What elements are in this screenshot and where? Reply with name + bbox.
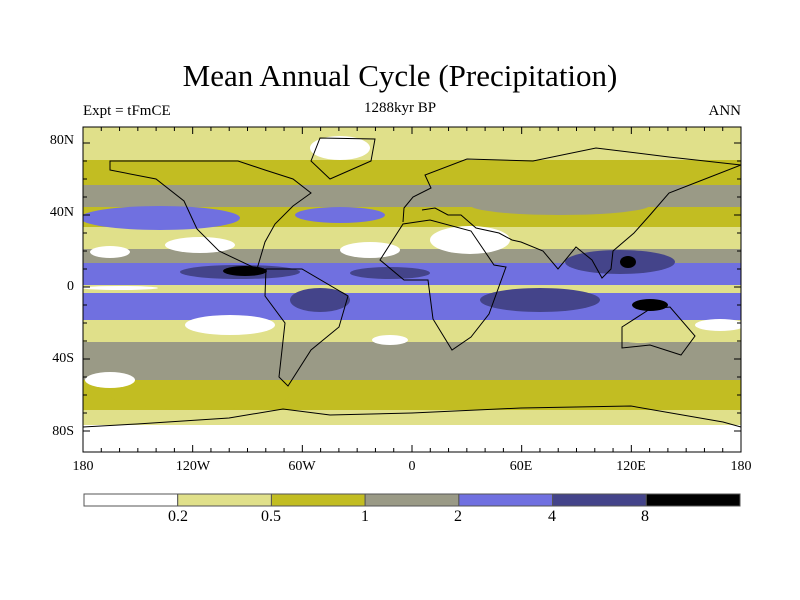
colorbar-box <box>645 493 741 507</box>
axis-ticks <box>82 127 742 452</box>
y-tick-label: 80S <box>52 424 74 439</box>
time-label: 1288kyr BP <box>363 100 437 116</box>
band-antarctic-coast <box>83 410 741 425</box>
blob-npacific <box>83 206 240 230</box>
coast-south-america <box>264 268 349 387</box>
band-subtropic-n <box>83 227 741 249</box>
blob-natlantic <box>295 207 385 223</box>
blob-sw-dry <box>85 372 135 388</box>
season-label: ANN <box>708 103 742 119</box>
blob-greenland <box>310 136 370 160</box>
colorbar-label: 0.2 <box>168 508 188 525</box>
x-tick-label: 0 <box>408 459 416 474</box>
band-spcz <box>83 293 741 320</box>
colorbar-box <box>458 493 554 507</box>
coastlines <box>83 137 741 428</box>
coast-north-america <box>109 160 312 270</box>
coast-australia <box>621 306 696 356</box>
blob-asia <box>470 195 650 215</box>
x-tick-label: 120E <box>616 459 646 474</box>
precip-field <box>83 127 741 452</box>
coast-africa <box>379 219 507 351</box>
coast-greenland <box>310 137 376 180</box>
blob-s-pacific <box>110 380 290 410</box>
colorbar-box <box>270 493 366 507</box>
x-tick-label: 180 <box>72 459 94 474</box>
coast-antarctica <box>83 405 741 428</box>
colorbar <box>83 493 741 507</box>
blob-s-atlantic <box>372 335 408 345</box>
blob-sw-pacific <box>695 319 741 331</box>
x-tick-label: 120W <box>175 459 211 474</box>
experiment-label: Expt = tFmCE <box>83 103 171 119</box>
blob-amazon <box>290 288 350 312</box>
x-tick-label: 60W <box>288 459 316 474</box>
blob-max-pacific <box>223 266 267 276</box>
y-tick-label: 40S <box>52 351 74 366</box>
colorbar-box <box>177 493 272 507</box>
colorbar-label: 0.5 <box>261 508 281 525</box>
y-tick-label: 80N <box>49 133 74 148</box>
plot-title: Mean Annual Cycle (Precipitation) <box>182 58 618 93</box>
blob-itcz-atlantic <box>350 267 430 279</box>
blob-indian-ocean <box>480 288 600 312</box>
blob-sepacific <box>185 315 275 335</box>
colorbar-label: 2 <box>454 508 462 525</box>
band-equator <box>83 285 741 293</box>
colorbar-box <box>552 493 647 507</box>
colorbar-box <box>83 493 179 507</box>
colorbar-label: 8 <box>641 508 649 525</box>
y-tick-label: 0 <box>67 279 74 294</box>
blob-cpacific <box>90 246 130 258</box>
coast-eurasia <box>402 147 741 279</box>
blob-epacific <box>165 237 235 253</box>
colorbar-box <box>364 493 460 507</box>
colorbar-label: 1 <box>361 508 369 525</box>
colorbar-label: 4 <box>548 508 556 525</box>
x-tick-label: 60E <box>509 459 533 474</box>
band-storm-track-s <box>83 342 741 380</box>
blob-eq-dry <box>83 286 158 290</box>
blob-australia <box>615 327 665 343</box>
band-subarctic <box>83 160 741 185</box>
y-tick-label: 40N <box>49 205 74 220</box>
blob-max-monsoon <box>620 256 636 268</box>
x-tick-label: 180 <box>730 459 752 474</box>
blob-sahara <box>430 226 510 254</box>
blob-atl-subtrop <box>340 242 400 258</box>
